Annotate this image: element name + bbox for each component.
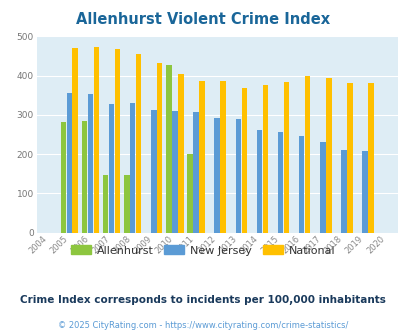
Bar bbox=[187, 154, 192, 233]
Bar bbox=[157, 63, 162, 233]
Bar bbox=[60, 122, 66, 233]
Bar bbox=[130, 103, 135, 233]
Bar bbox=[277, 132, 283, 233]
Bar bbox=[115, 49, 120, 233]
Bar bbox=[166, 65, 171, 233]
Bar bbox=[362, 151, 367, 233]
Bar bbox=[199, 81, 204, 233]
Bar bbox=[124, 175, 129, 233]
Bar bbox=[262, 84, 267, 233]
Bar bbox=[325, 78, 331, 233]
Bar bbox=[304, 76, 310, 233]
Bar bbox=[94, 47, 99, 233]
Bar bbox=[346, 83, 352, 233]
Text: © 2025 CityRating.com - https://www.cityrating.com/crime-statistics/: © 2025 CityRating.com - https://www.city… bbox=[58, 321, 347, 330]
Bar bbox=[81, 121, 87, 233]
Bar bbox=[220, 81, 225, 233]
Bar bbox=[66, 93, 72, 233]
Bar bbox=[178, 74, 183, 233]
Bar bbox=[172, 111, 177, 233]
Bar bbox=[72, 49, 78, 233]
Bar bbox=[341, 150, 346, 233]
Bar bbox=[256, 130, 262, 233]
Bar bbox=[136, 54, 141, 233]
Bar bbox=[193, 112, 198, 233]
Bar bbox=[283, 82, 288, 233]
Text: Crime Index corresponds to incidents per 100,000 inhabitants: Crime Index corresponds to incidents per… bbox=[20, 295, 385, 305]
Bar bbox=[241, 88, 246, 233]
Bar bbox=[319, 142, 325, 233]
Bar bbox=[235, 119, 241, 233]
Bar bbox=[298, 136, 304, 233]
Bar bbox=[151, 110, 156, 233]
Bar bbox=[102, 175, 108, 233]
Bar bbox=[214, 117, 220, 233]
Bar bbox=[367, 83, 373, 233]
Legend: Allenhurst, New Jersey, National: Allenhurst, New Jersey, National bbox=[66, 241, 339, 260]
Bar bbox=[109, 104, 114, 233]
Bar bbox=[87, 94, 93, 233]
Text: Allenhurst Violent Crime Index: Allenhurst Violent Crime Index bbox=[76, 12, 329, 26]
